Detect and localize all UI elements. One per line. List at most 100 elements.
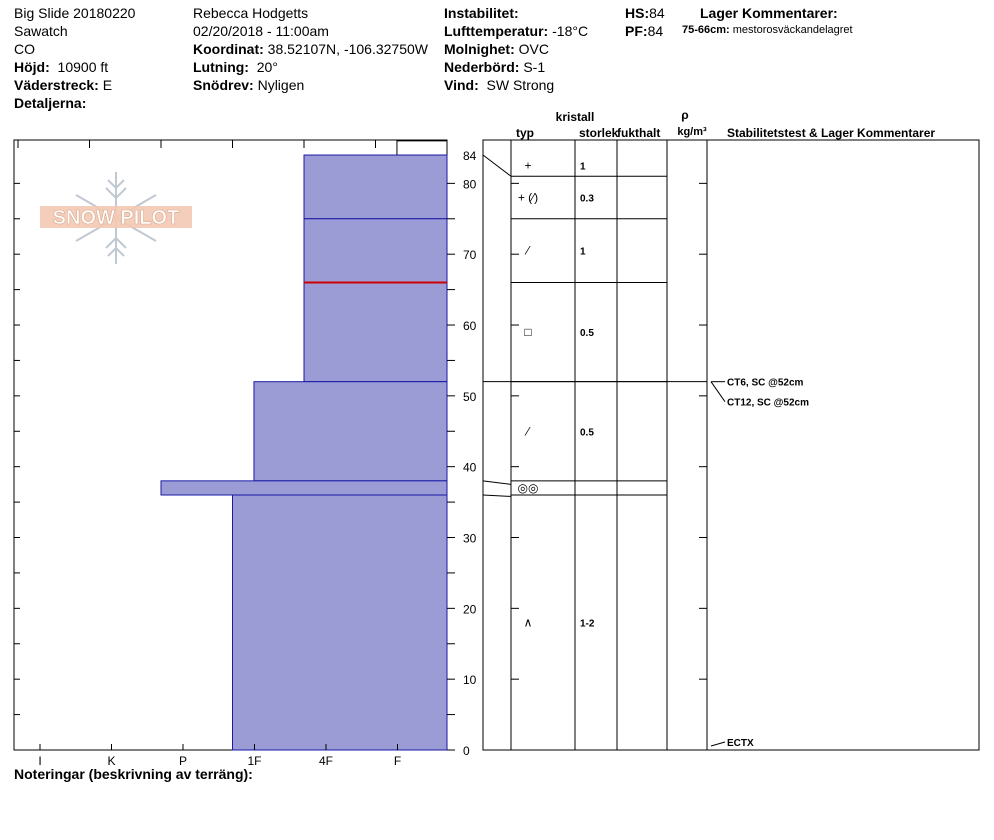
stability-pointer — [710, 741, 726, 747]
hardness-tick-label: 1F — [247, 754, 261, 768]
depth-axis: 0 10 20 30 40 50 60 70 80 84 — [447, 149, 477, 758]
header-density-unit: kg/m³ — [677, 126, 707, 138]
left-ticks — [14, 182, 20, 751]
elevation-value: 10900 ft — [57, 59, 109, 75]
crystal-type: + (⁄) — [518, 191, 538, 205]
table-ticks — [511, 182, 707, 751]
hs-value: 84 — [649, 5, 665, 21]
header-crystal: kristall — [556, 110, 595, 124]
stability-tests: CT6, SC @52cm CT12, SC @52cm ECTX — [710, 378, 809, 749]
elevation-row: Höjd: 10900 ft — [14, 58, 108, 76]
crystal-type: ⁄ — [524, 424, 531, 438]
crystal-type: + — [524, 159, 531, 173]
hardness-layer-bar — [303, 282, 448, 383]
layer-comments-title-text: Lager Kommentarer: — [700, 5, 838, 21]
sky-value: OVC — [518, 41, 549, 57]
hardness-layer-bar — [253, 381, 448, 482]
depth-tick-label: 50 — [463, 390, 477, 404]
coord-value: 38.52107N, -106.32750W — [267, 41, 428, 57]
obs-datetime: 02/20/2018 - 11:00am — [193, 23, 329, 39]
depth-tick-label: 40 — [463, 461, 477, 475]
header-moisture: fukthalt — [617, 126, 660, 140]
sky-row: Molnighet: OVC — [444, 40, 549, 58]
crystal-size: 0.3 — [580, 194, 594, 205]
crystal-size: 1-2 — [580, 619, 595, 630]
hardness-tick-label: K — [107, 754, 115, 768]
stability-test-label: CT12, SC @52cm — [727, 398, 809, 409]
depth-tick-label: 84 — [463, 149, 477, 163]
aspect-label: Väderstreck: — [14, 77, 99, 93]
depth-tick-label: 0 — [463, 744, 470, 758]
sky-label: Molnighet: — [444, 41, 515, 57]
drift-row: Snödrev: Nyligen — [193, 76, 304, 94]
precip-label: Nederbörd: — [444, 59, 520, 75]
depth-tick-label: 60 — [463, 319, 477, 333]
coord-label: Koordinat: — [193, 41, 264, 57]
details-row: Detaljerna: — [14, 94, 86, 112]
drift-label: Snödrev: — [193, 77, 254, 93]
drift-value: Nyligen — [257, 77, 305, 93]
header-rho: ρ — [681, 108, 688, 122]
hardness-axis: I K P 1F 4F F — [17, 140, 448, 768]
layer-connector — [482, 494, 512, 497]
layer-connector — [482, 154, 512, 177]
depth-tick-label: 30 — [463, 532, 477, 546]
observer-name: Rebecca Hodgetts — [193, 5, 309, 21]
header-size: storlek — [579, 126, 619, 140]
instability-row: Instabilitet: — [444, 4, 519, 22]
crystal-size: 0.5 — [580, 328, 594, 339]
crystal-size: 1 — [580, 162, 586, 173]
snowpilot-logo: SNOW PILOT — [36, 168, 196, 268]
crystal-size: 0.5 — [580, 427, 594, 438]
layer-comment-text: mestorosväckandelagret — [732, 24, 853, 36]
hardness-tick-label: P — [179, 754, 187, 768]
aspect-row: Väderstreck: E — [14, 76, 112, 94]
wind-value: SW Strong — [486, 77, 555, 93]
airtemp-label: Lufttemperatur: — [444, 23, 549, 39]
wind-row: Vind: SW Strong — [444, 76, 554, 94]
slope-row: Lutning: 20° — [193, 58, 278, 76]
hardness-layer-bar — [303, 218, 448, 284]
details-label: Detaljerna: — [14, 95, 87, 111]
layer-comment: 75-66cm: mestorosväckandelagret — [682, 24, 853, 36]
logo-text: SNOW PILOT — [53, 207, 180, 229]
snow-profile-chart: 0 10 20 30 40 50 60 70 80 84 I K P 1F 4F F +1 + (⁄) 0.3 ⁄… — [13, 108, 980, 768]
instability-label: Instabilitet: — [444, 5, 519, 21]
depth-tick-label: 20 — [463, 602, 477, 616]
slope-value: 20° — [256, 59, 278, 75]
depth-tick-label: 70 — [463, 248, 477, 262]
hardness-layers — [160, 140, 448, 751]
pf-row: PF:84 — [625, 22, 663, 40]
aspect-value: E — [102, 77, 113, 93]
precip-row: Nederbörd: S-1 — [444, 58, 545, 76]
airtemp-value: -18°C — [552, 23, 589, 39]
header-stability: Stabilitetstest & Lager Kommentarer — [727, 126, 935, 140]
hardness-layer-bar — [232, 494, 448, 751]
crystal-rows: +1 + (⁄) 0.3 ⁄ 1 □ 0.5 ⁄ 0.5 ◎◎ ∧ 1-2 — [482, 154, 707, 630]
hardness-layer-bar — [303, 154, 448, 220]
pf-label: PF: — [625, 23, 648, 39]
crystal-type: ◎◎ — [518, 481, 539, 495]
hs-row: HS:84 — [625, 4, 665, 22]
stability-pointer — [710, 381, 726, 402]
crystal-type: □ — [524, 325, 531, 339]
coord-row: Koordinat: 38.52107N, -106.32750W — [193, 40, 428, 58]
crystal-size: 1 — [580, 247, 586, 258]
layer-comments-title: Lager Kommentarer: — [700, 4, 838, 22]
notes-label: Noteringar (beskrivning av terräng): — [14, 766, 253, 782]
stability-test-label: CT6, SC @52cm — [727, 378, 804, 389]
wind-label: Vind: — [444, 77, 479, 93]
header-type: typ — [516, 126, 534, 140]
layer-connector — [482, 480, 512, 485]
range-name: Sawatch — [14, 23, 68, 39]
crystal-table-frame — [482, 139, 980, 751]
hardness-tick-label: 4F — [319, 754, 333, 768]
stability-test-label: ECTX — [727, 738, 754, 749]
elevation-label: Höjd: — [14, 59, 50, 75]
airtemp-row: Lufttemperatur: -18°C — [444, 22, 588, 40]
depth-tick-label: 80 — [463, 177, 477, 191]
precip-value: S-1 — [523, 59, 546, 75]
surface-stub — [396, 140, 448, 156]
hardness-layer-bar — [160, 480, 448, 496]
layer-comment-depth: 75-66cm: — [682, 24, 730, 36]
